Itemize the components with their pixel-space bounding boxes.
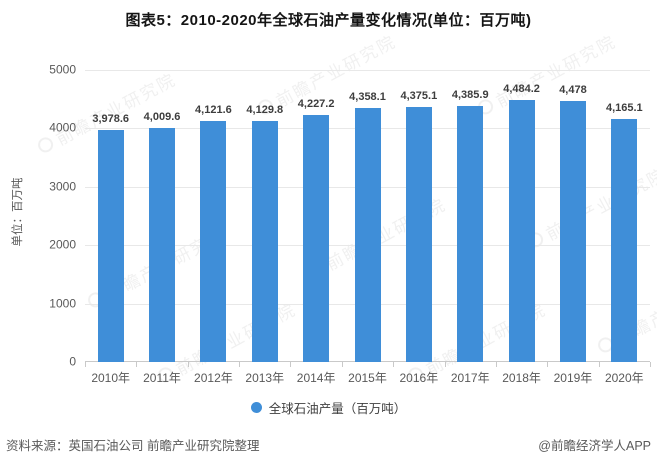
source-note: 资料来源：英国石油公司 前瞻产业研究院整理 bbox=[6, 439, 260, 453]
x-tick-label: 2018年 bbox=[502, 371, 541, 385]
x-axis-tick bbox=[547, 362, 549, 367]
bar-value-label: 4,129.8 bbox=[246, 103, 284, 116]
bar bbox=[405, 106, 432, 362]
legend: 全球石油产量（百万吨） bbox=[0, 398, 657, 417]
watermark-logo-icon bbox=[35, 134, 56, 156]
credit-note: @前瞻经济学人APP bbox=[538, 439, 651, 453]
x-tick-label: 2016年 bbox=[399, 371, 439, 385]
plot-area: 0 1000 2000 3000 4000 5000 3,978.6 4,009.6 4,121… bbox=[49, 62, 651, 368]
y-tick-label: 2000 bbox=[49, 237, 76, 252]
x-tick-label: 2020年 bbox=[604, 371, 644, 385]
x-tick-label: 2010年 bbox=[91, 371, 131, 385]
bar bbox=[611, 118, 638, 362]
bar-value-label: 4,385.9 bbox=[451, 88, 489, 101]
y-tick-label: 5000 bbox=[49, 62, 76, 77]
y-tick-label: 4000 bbox=[49, 120, 76, 135]
bar-value-label: 4,358.1 bbox=[349, 90, 386, 103]
x-axis-labels: 2010年 2011年 2012年 2013年 2014年 2015年 2016年 2017年… bbox=[85, 369, 650, 385]
y-axis-unit-label: 单位：百万吨 bbox=[12, 177, 24, 247]
bar bbox=[457, 105, 484, 362]
bar bbox=[97, 129, 124, 362]
x-tick-label: 2013年 bbox=[245, 371, 285, 385]
bar bbox=[251, 120, 278, 362]
bar bbox=[200, 121, 227, 362]
bar bbox=[149, 127, 176, 362]
x-axis-tick bbox=[136, 362, 138, 367]
legend-marker-circle bbox=[250, 402, 262, 413]
x-tick-label: 2014年 bbox=[296, 371, 336, 385]
bar-value-label: 4,227.2 bbox=[297, 98, 335, 111]
bar-value-label: 4,165.1 bbox=[605, 101, 643, 114]
x-axis-tick bbox=[187, 362, 189, 367]
bar-value-label: 3,978.6 bbox=[92, 112, 130, 125]
bar-value-label: 4,478 bbox=[559, 83, 587, 96]
x-axis-tick bbox=[393, 362, 395, 367]
x-axis-tick bbox=[341, 362, 343, 367]
x-axis-tick bbox=[598, 362, 600, 367]
x-axis-tick bbox=[239, 362, 241, 367]
legend-label: 全球石油产量（百万吨） bbox=[268, 402, 407, 416]
bar-value-label: 4,009.6 bbox=[143, 110, 181, 123]
x-axis-tick bbox=[290, 362, 292, 367]
x-axis-tick bbox=[444, 362, 446, 367]
y-tick-label: 0 bbox=[69, 354, 76, 369]
bar bbox=[354, 107, 381, 362]
y-tick-label: 1000 bbox=[49, 295, 76, 310]
y-tick-label: 3000 bbox=[49, 179, 76, 194]
bar bbox=[508, 100, 535, 362]
x-tick-label: 2015年 bbox=[348, 371, 387, 385]
x-axis-tick bbox=[85, 362, 86, 367]
chart-title: 图表5：2010-2020年全球石油产量变化情况(单位：百万吨) bbox=[125, 12, 532, 29]
bar-value-label: 4,121.6 bbox=[195, 104, 232, 117]
bar-value-label: 4,484.2 bbox=[503, 83, 540, 96]
bar-value-label: 4,375.1 bbox=[400, 89, 438, 102]
x-axis-tick bbox=[650, 362, 651, 367]
bar bbox=[303, 115, 330, 362]
gridline bbox=[85, 70, 650, 71]
x-tick-label: 2019年 bbox=[553, 371, 593, 385]
x-tick-label: 2011年 bbox=[143, 371, 181, 385]
x-axis-tick bbox=[495, 362, 497, 367]
bar bbox=[559, 100, 586, 362]
x-tick-label: 2012年 bbox=[194, 371, 233, 385]
x-tick-label: 2017年 bbox=[450, 371, 490, 385]
